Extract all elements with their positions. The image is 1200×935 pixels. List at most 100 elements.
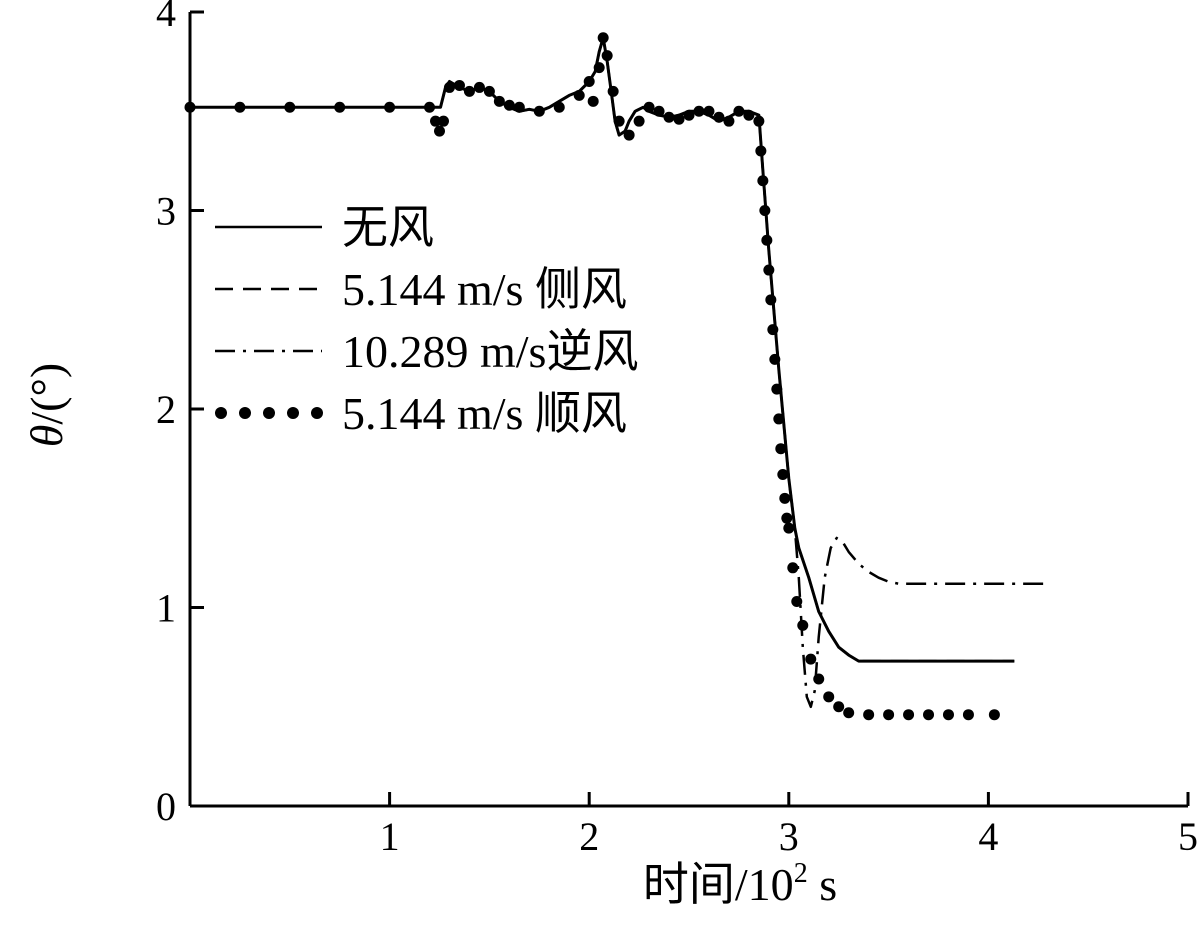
series-point-3: [753, 115, 765, 127]
y-tick-label: 3: [156, 189, 176, 234]
series-point-3: [903, 709, 915, 721]
series-point-3: [607, 85, 619, 97]
series-point-3: [513, 101, 525, 113]
y-tick-label: 1: [156, 586, 176, 631]
plot-area: [184, 32, 1045, 721]
series-point-3: [533, 105, 545, 117]
series-point-3: [473, 81, 485, 93]
series-point-3: [743, 109, 755, 121]
series-point-3: [757, 175, 769, 187]
ticks: 1 2 3 4 5 0 1 2 3 4: [156, 0, 1198, 859]
series-point-3: [384, 101, 396, 113]
series-point-3: [988, 709, 1000, 721]
x-tick-label: 2: [579, 814, 599, 859]
series-point-3: [573, 89, 585, 101]
legend: 无风 5.144 m/s 侧风 10.289 m/s逆风 5.144 m/s 顺风: [215, 202, 638, 439]
x-tick-label: 3: [779, 814, 799, 859]
series-point-3: [767, 324, 779, 336]
series-point-3: [769, 353, 781, 365]
series-point-3: [962, 709, 974, 721]
series-point-3: [663, 111, 675, 123]
legend-label-0: 无风: [342, 202, 434, 253]
series-point-3: [633, 115, 645, 127]
legend-marker-3: [263, 407, 275, 419]
y-axis-title-unit: /(°): [21, 363, 72, 425]
x-axis-title: 时间/102 s: [643, 858, 837, 910]
series-point-3: [683, 109, 695, 121]
x-tick-label: 5: [1178, 814, 1198, 859]
series-point-3: [437, 115, 449, 127]
series-point-3: [483, 85, 495, 97]
y-tick-label: 2: [156, 387, 176, 432]
series-point-3: [234, 101, 246, 113]
x-axis-title-superscript: 2: [794, 858, 808, 889]
series-point-3: [463, 85, 475, 97]
series-point-3: [493, 95, 505, 107]
series-point-3: [613, 115, 625, 127]
series-point-3: [781, 512, 793, 524]
series-point-3: [791, 596, 803, 608]
y-tick-label: 4: [156, 0, 176, 35]
series-point-3: [759, 205, 771, 216]
series-point-3: [863, 709, 875, 721]
series-point-3: [761, 234, 773, 246]
series-point-3: [503, 99, 515, 111]
series-point-3: [775, 443, 787, 455]
series-point-3: [583, 75, 595, 87]
series-point-3: [813, 673, 825, 685]
series-line-2: [190, 36, 1045, 709]
series-point-3: [797, 619, 809, 631]
series-point-3: [430, 115, 442, 127]
series-point-3: [643, 101, 655, 113]
series-point-3: [942, 709, 954, 721]
axes: [188, 12, 1188, 808]
legend-marker-3: [311, 407, 323, 419]
series-point-3: [703, 105, 715, 117]
series-point-3: [787, 562, 799, 574]
series-point-3: [434, 125, 445, 137]
legend-marker-3: [239, 407, 251, 419]
series-point-3: [673, 113, 685, 125]
legend-marker-3: [215, 407, 227, 419]
legend-label-2: 10.289 m/s逆风: [342, 326, 638, 377]
series-point-3: [833, 701, 845, 713]
legend-label-1: 5.144 m/s 侧风: [342, 264, 627, 315]
series-point-3: [587, 95, 599, 107]
x-axis-title-main: 时间/10: [643, 859, 794, 910]
series-point-3: [773, 413, 785, 425]
x-tick-label: 4: [978, 814, 998, 859]
series-point-3: [453, 79, 465, 91]
series-point-3: [805, 653, 817, 665]
series-point-3: [713, 111, 725, 123]
x-axis-title-unit: s: [808, 859, 837, 910]
x-tick-label: 1: [380, 814, 400, 859]
series-point-3: [763, 264, 775, 276]
series-point-3: [733, 105, 745, 117]
series-point-3: [765, 294, 777, 306]
series-point-3: [755, 145, 767, 157]
series-point-3: [723, 115, 735, 127]
series-point-3: [923, 709, 935, 721]
y-tick-label: 0: [156, 784, 176, 829]
series-point-3: [843, 707, 855, 719]
legend-label-3: 5.144 m/s 顺风: [342, 388, 627, 439]
series-point-3: [779, 492, 791, 504]
series-point-3: [693, 105, 705, 117]
series-point-3: [823, 691, 835, 703]
series-point-3: [443, 81, 455, 93]
series-point-3: [424, 101, 436, 113]
y-axis-title: θ/(°): [21, 363, 72, 447]
series-point-3: [883, 709, 895, 721]
series-point-3: [284, 101, 296, 113]
series-point-3: [653, 105, 665, 117]
series-point-3: [623, 129, 635, 141]
y-axis-title-symbol: θ: [21, 425, 72, 448]
legend-marker-3: [287, 407, 299, 419]
series-point-3: [771, 383, 783, 395]
series-point-3: [777, 469, 789, 481]
series-point-3: [597, 32, 609, 44]
series-point-3: [553, 101, 565, 113]
series-point-3: [783, 522, 795, 534]
series-point-3: [334, 101, 346, 113]
